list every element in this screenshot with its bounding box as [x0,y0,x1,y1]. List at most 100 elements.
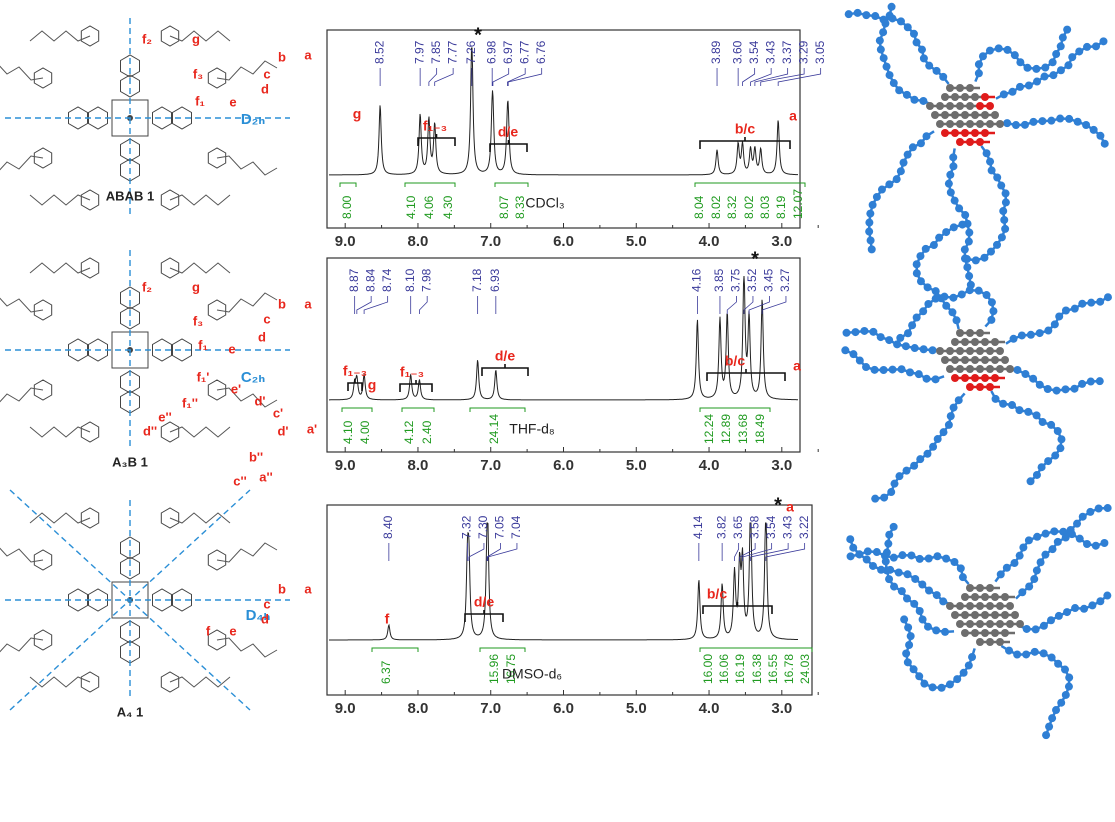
x-tick-label: 8.0 [408,700,429,717]
peak-label: 7.85 [429,40,443,64]
atom [976,329,984,337]
structure-name: A₄ 1 [117,704,143,719]
atom [936,120,944,128]
solvent-mark: * [474,24,482,46]
atom [951,338,959,346]
atom [961,629,969,637]
atom [986,347,994,355]
atom [971,338,979,346]
site-label: c [263,311,270,326]
atom [941,356,949,364]
site-label: e' [231,381,241,396]
integral-label: 16.55 [766,654,780,684]
peak-label: 6.97 [501,40,515,64]
atom [976,620,984,628]
integral-bracket [480,648,525,652]
site-label: g [192,279,200,294]
atom [958,221,966,229]
atom [896,334,904,342]
integral-bracket [495,183,528,187]
x-tick-label: 7.0 [480,233,501,250]
structure-name: ABAB 1 [106,188,154,203]
integral-bracket [342,408,372,412]
integral-label: 6.37 [379,660,393,684]
site-label: f₃ [193,313,203,328]
integral-label: 8.07 [497,195,511,219]
x-tick-label: 3.0 [771,700,792,717]
atom [991,374,999,382]
atom [961,129,969,137]
site-label: b [278,296,286,311]
atom [961,93,969,101]
atom [986,383,994,391]
atom [971,111,979,119]
atom [991,593,999,601]
atom [991,611,999,619]
integral-label: 8.19 [774,195,788,219]
peak-label: 6.76 [534,40,548,64]
atom [981,611,989,619]
assignment-label: f [385,611,390,627]
site-label: e'' [158,409,171,424]
peak-leader [762,296,786,314]
integral-label: 4.30 [441,195,455,219]
symmetry-label: C₂ₕ [241,369,265,386]
atom [996,347,1004,355]
figure: ABAB 1D₂ₕf₂gf₃bacdef₁9.08.07.06.05.04.03… [0,0,1115,822]
integral-label: 16.00 [701,654,715,684]
integral-label: 24.14 [487,414,501,444]
x-tick-label: 8.0 [408,457,429,474]
assignment-label: g [353,106,362,122]
atom [846,535,854,543]
assignment-label: d/e [495,348,515,364]
site-label: c'' [233,473,246,488]
atom [956,84,964,92]
atom [966,347,974,355]
atom [1103,592,1111,600]
atom [971,93,979,101]
peak-label: 7.04 [509,515,523,539]
solvent-mark: * [751,248,759,270]
peak-label: 3.65 [731,515,745,539]
atom [941,93,949,101]
assignment-bracket [400,380,432,392]
x-tick-label: 4.0 [699,457,720,474]
peak-label: 3.60 [730,40,744,64]
atom [961,111,969,119]
integral-label: 16.38 [750,654,764,684]
atom [966,584,974,592]
atom [946,84,954,92]
x-tick-label: 9.0 [335,700,356,717]
integral-label: 8.02 [709,195,723,219]
solvent-label: CDCl₃ [525,195,564,211]
integral-label: 4.12 [402,420,416,444]
site-label: d [261,81,269,96]
chain [0,638,43,657]
site-label: f₁ [198,337,208,352]
atom [956,347,964,355]
atom [946,102,954,110]
atom [900,615,908,623]
assignment-bracket [703,602,772,614]
atom [1099,37,1107,45]
integral-label: 4.10 [404,195,418,219]
atom [966,620,974,628]
atom [946,347,954,355]
peak-label: 3.22 [797,515,811,539]
atom [971,374,979,382]
atom [931,111,939,119]
integral-label: 15.96 [487,654,501,684]
site-label: a'' [259,469,272,484]
molecular-model [845,3,1109,289]
integral-label: 18.49 [753,414,767,444]
peak-label: 3.82 [714,515,728,539]
assignment-label: b/c [707,586,727,602]
solvent-mark: * [774,494,782,516]
structure [0,490,290,710]
atom [1027,477,1035,485]
atom [986,102,994,110]
atom [926,102,934,110]
peak-leader [727,296,736,314]
peak-leader [488,543,517,561]
atom [976,120,984,128]
